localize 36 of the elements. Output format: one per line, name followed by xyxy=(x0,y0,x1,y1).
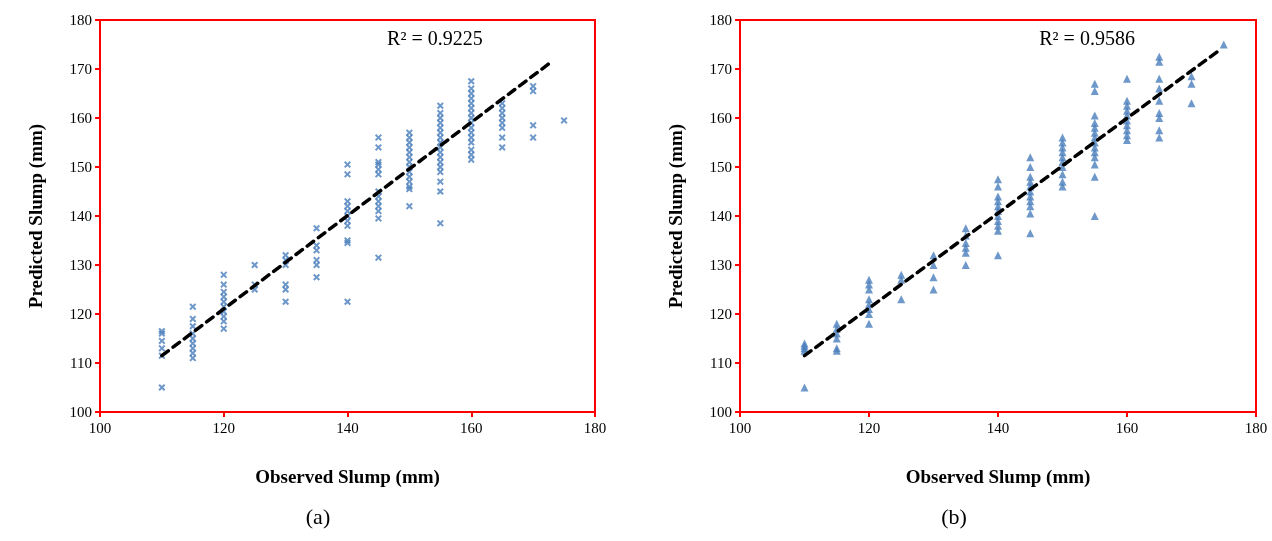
y-tick-label: 100 xyxy=(69,404,92,420)
y-tick-label: 140 xyxy=(69,208,92,224)
y-tick-label: 160 xyxy=(69,110,92,126)
x-tick-label: 100 xyxy=(728,419,752,436)
y-tick-label: 150 xyxy=(709,159,732,175)
x-tick-label: 140 xyxy=(986,419,1010,436)
x-axis-title: Observed Slump (mm) xyxy=(255,466,440,488)
y-tick-label: 130 xyxy=(709,257,732,273)
y-tick-label: 120 xyxy=(69,306,92,322)
y-tick-label: 170 xyxy=(709,61,732,77)
x-tick-label: 140 xyxy=(336,419,359,436)
y-tick-label: 110 xyxy=(710,355,732,371)
y-axis-title: Predicted Slump (mm) xyxy=(25,123,47,309)
x-tick-label: 160 xyxy=(1115,419,1139,436)
y-tick-label: 130 xyxy=(69,257,92,273)
text: (b) xyxy=(941,503,967,529)
y-tick-label: 110 xyxy=(70,355,92,371)
y-tick-label: 120 xyxy=(709,306,732,322)
y-tick-label: 180 xyxy=(69,12,92,28)
x-tick-label: 180 xyxy=(583,419,607,436)
annotation: R² = 0.9225 xyxy=(387,27,483,49)
y-tick-label: 100 xyxy=(709,404,732,420)
x-tick-label: 180 xyxy=(1244,419,1268,436)
y-tick-label: 140 xyxy=(709,208,732,224)
annotation: R² = 0.9586 xyxy=(1039,27,1135,49)
x-tick-label: 160 xyxy=(460,419,483,436)
x-tick-label: 100 xyxy=(88,419,112,436)
y-tick-label: 160 xyxy=(709,110,732,126)
y-axis-title: Predicted Slump (mm) xyxy=(665,123,687,309)
y-tick-label: 170 xyxy=(69,61,92,77)
x-tick-label: 120 xyxy=(857,419,881,436)
x-tick-label: 120 xyxy=(212,419,235,436)
text: (a) xyxy=(305,503,331,529)
y-tick-label: 150 xyxy=(69,159,92,175)
y-tick-label: 180 xyxy=(709,12,732,28)
x-axis-title: Observed Slump (mm) xyxy=(905,466,1091,488)
